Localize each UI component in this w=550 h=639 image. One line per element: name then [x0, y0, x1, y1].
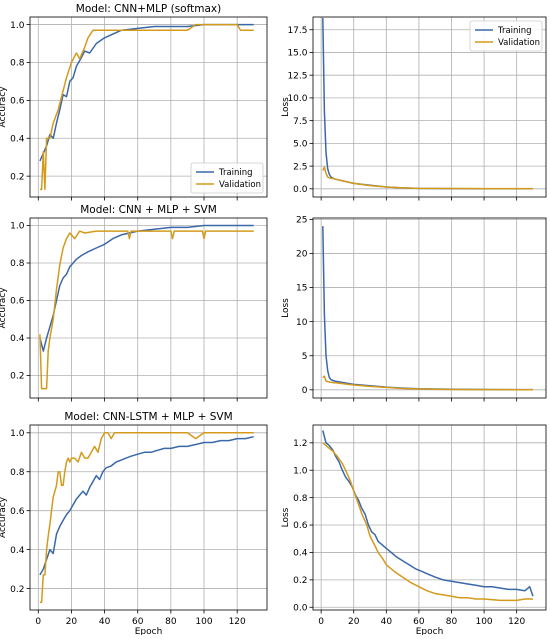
y-tick-label: 0.2	[293, 576, 307, 586]
x-tick-label: 0	[35, 617, 41, 627]
plot-area	[313, 425, 546, 610]
legend-label-validation: Validation	[219, 180, 261, 190]
x-axis-label: Epoch	[135, 627, 163, 635]
chart-panel-2: 0.0 2.5 5.0 7.5 10.0 12.5 15.0 17.5 Loss Training…	[281, 16, 547, 201]
chart-panel-1: 0.2 0.4 0.6 0.8 1.0 Model: CNN+MLP (softmax) A…	[0, 3, 268, 201]
y-tick-label: 7.5	[293, 117, 307, 127]
legend-box	[469, 20, 543, 52]
y-tick-label: 2.5	[293, 162, 307, 172]
y-tick-label: 0.6	[10, 97, 25, 107]
y-tick-label: 0.0	[293, 603, 308, 613]
x-tick-label: 40	[99, 617, 111, 627]
plot-frame	[312, 217, 547, 399]
y-tick-label: 0.8	[10, 259, 25, 269]
x-tick-label: 60	[132, 617, 144, 627]
x-tick-label: 80	[165, 617, 177, 627]
y-tick-label: 0.2	[10, 585, 24, 595]
y-tick-label: 15	[296, 284, 307, 294]
chart-panel-3: 0.2 0.4 0.6 0.8 1.0 Model: CNN + MLP + SVM Acc…	[0, 204, 268, 402]
y-tick-label: 0.0	[293, 185, 308, 195]
chart-panel-5: 0 20 40 60 80 100 120 0.2 0.4 0.6 0.8 1.0 Model: CNN…	[0, 411, 268, 637]
y-tick-label: 15.0	[287, 49, 307, 59]
y-tick-label: 0.4	[293, 549, 308, 559]
plot-frame	[312, 424, 547, 611]
y-tick-label: 0.6	[293, 521, 308, 531]
y-tick-label: 0.4	[10, 334, 25, 344]
series-line-training	[39, 435, 254, 576]
legend: Training Validation	[190, 162, 264, 194]
y-axis-label: Accuracy	[0, 496, 8, 538]
x-tick-label: 40	[381, 617, 393, 627]
y-tick-label: 0.8	[10, 59, 25, 69]
y-tick-label: 1.0	[10, 222, 25, 232]
series-line-training	[39, 23, 254, 162]
y-tick-label: 0.2	[10, 372, 24, 382]
x-axis-label: Epoch	[416, 627, 444, 635]
y-tick-label: 1.0	[10, 21, 25, 31]
series-line-validation	[39, 23, 254, 191]
plot-area	[313, 218, 546, 398]
y-tick-label: 10.0	[287, 94, 307, 104]
plot-frame	[29, 424, 268, 611]
plot-frame	[29, 16, 268, 198]
x-tick-label: 20	[348, 617, 360, 627]
y-tick-label: 17.5	[287, 26, 307, 36]
x-tick-label: 100	[195, 617, 212, 627]
series-line-validation	[322, 442, 533, 602]
y-axis-label: Loss	[281, 507, 291, 527]
x-tick-label: 60	[413, 617, 425, 627]
y-tick-label: 0	[302, 386, 308, 396]
legend: Training Validation	[469, 20, 543, 52]
y-tick-label: 5	[302, 352, 308, 362]
y-axis-label: Loss	[281, 97, 291, 117]
y-tick-label: 10	[296, 318, 308, 328]
y-tick-label: 0.6	[10, 507, 25, 517]
y-tick-label: 0.8	[293, 494, 308, 504]
x-tick-label: 0	[318, 617, 324, 627]
series-line-validation	[39, 230, 254, 390]
series-line-validation	[322, 375, 533, 391]
plot-frame	[312, 16, 547, 198]
plot-frame	[29, 217, 268, 399]
y-tick-label: 25	[296, 216, 307, 226]
x-tick-label: 120	[229, 617, 246, 627]
series-line-validation	[39, 432, 254, 603]
chart-title: Model: CNN-LSTM + MLP + SVM	[64, 411, 232, 423]
series-line-training	[322, 430, 534, 597]
y-axis-label: Accuracy	[0, 86, 8, 128]
chart-title: Model: CNN + MLP + SVM	[80, 204, 217, 216]
plot-area	[30, 218, 267, 398]
y-tick-label: 1.0	[293, 466, 308, 476]
plot-area	[30, 425, 267, 610]
y-tick-label: 5.0	[293, 140, 308, 150]
series-line-validation	[322, 166, 533, 190]
y-axis-label: Accuracy	[0, 287, 8, 329]
x-tick-label: 20	[66, 617, 78, 627]
legend-label-training: Training	[497, 26, 532, 36]
x-tick-label: 100	[475, 617, 492, 627]
y-tick-label: 1.0	[10, 429, 25, 439]
y-tick-label: 0.4	[10, 546, 25, 556]
x-tick-label: 120	[508, 617, 525, 627]
y-tick-label: 0.4	[10, 134, 25, 144]
y-tick-label: 20	[296, 250, 308, 260]
y-axis-label: Loss	[281, 298, 291, 318]
y-tick-label: 0.2	[10, 172, 24, 182]
x-tick-label: 80	[446, 617, 458, 627]
legend-label-validation: Validation	[498, 38, 540, 48]
legend-label-training: Training	[218, 168, 253, 178]
chart-title: Model: CNN+MLP (softmax)	[76, 3, 221, 15]
chart-panel-6: 0 20 40 60 80 100 120 0.0 0.2 0.4 0.6 0.8 1.0 1.2 Loss…	[281, 424, 547, 637]
y-tick-label: 0.8	[10, 468, 25, 478]
y-tick-label: 12.5	[287, 71, 307, 81]
y-tick-label: 1.2	[293, 439, 307, 449]
y-tick-label: 0.6	[10, 297, 25, 307]
chart-panel-4: 0 5 10 15 20 25 Loss	[281, 216, 547, 402]
legend-box	[190, 162, 264, 194]
